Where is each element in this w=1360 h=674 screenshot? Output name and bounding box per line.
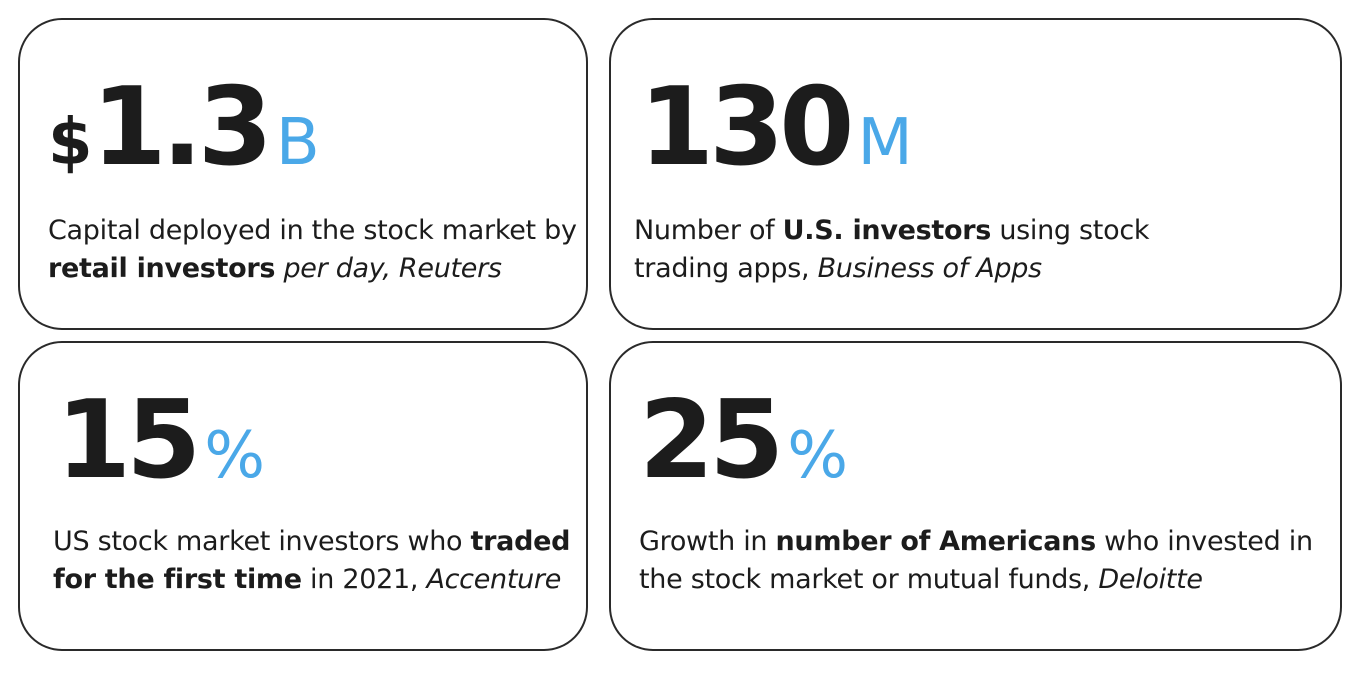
stat-suffix: B [275, 106, 320, 180]
desc-text: Number of [634, 215, 783, 246]
desc-bold: number of Americans [775, 526, 1097, 557]
desc-source: Deloitte [1098, 564, 1203, 595]
desc-source: per day, Reuters [283, 253, 502, 284]
stat-value: 15% [56, 387, 265, 495]
desc-bold: U.S. investors [782, 215, 992, 246]
stat-card-app-investors: 130 M Number of U.S. investors using stoc… [609, 18, 1342, 330]
stat-value: $1.3 B [48, 74, 320, 182]
desc-bold: traded for the first time [53, 526, 571, 595]
stat-number: 15 [56, 378, 201, 503]
stat-suffix: M [857, 106, 913, 180]
desc-text: using stock trading apps, [634, 215, 1150, 284]
stat-description: US stock market investors who traded for… [53, 523, 583, 599]
desc-source: Accenture [426, 564, 562, 595]
desc-text: US stock market investors who [53, 526, 471, 557]
stat-number: 130 [639, 65, 854, 190]
stat-card-first-time-traders: 15% US stock market investors who traded… [18, 341, 588, 651]
desc-text: Growth in [639, 526, 776, 557]
stat-number: 25 [639, 378, 784, 503]
stat-card-american-investor-growth: 25% Growth in number of Americans who in… [609, 341, 1342, 651]
stat-suffix: % [787, 419, 849, 493]
desc-bold: retail investors [48, 253, 276, 284]
stat-description: Capital deployed in the stock market by … [48, 212, 588, 288]
desc-text: in 2021, [301, 564, 427, 595]
stat-description: Number of U.S. investors using stock tra… [634, 212, 1194, 288]
stat-card-retail-capital: $1.3 B Capital deployed in the stock mark… [18, 18, 588, 330]
stat-value: 130 M [639, 74, 913, 182]
stat-suffix: % [204, 419, 266, 493]
stat-prefix: $ [48, 106, 93, 180]
desc-text: Capital deployed in the stock market by [48, 215, 577, 246]
stat-description: Growth in number of Americans who invest… [639, 523, 1339, 599]
desc-source: Business of Apps [817, 253, 1043, 284]
stat-value: 25% [639, 387, 848, 495]
stat-number: 1.3 [91, 65, 273, 190]
desc-text: who invested in the stock market or mutu… [639, 526, 1313, 595]
